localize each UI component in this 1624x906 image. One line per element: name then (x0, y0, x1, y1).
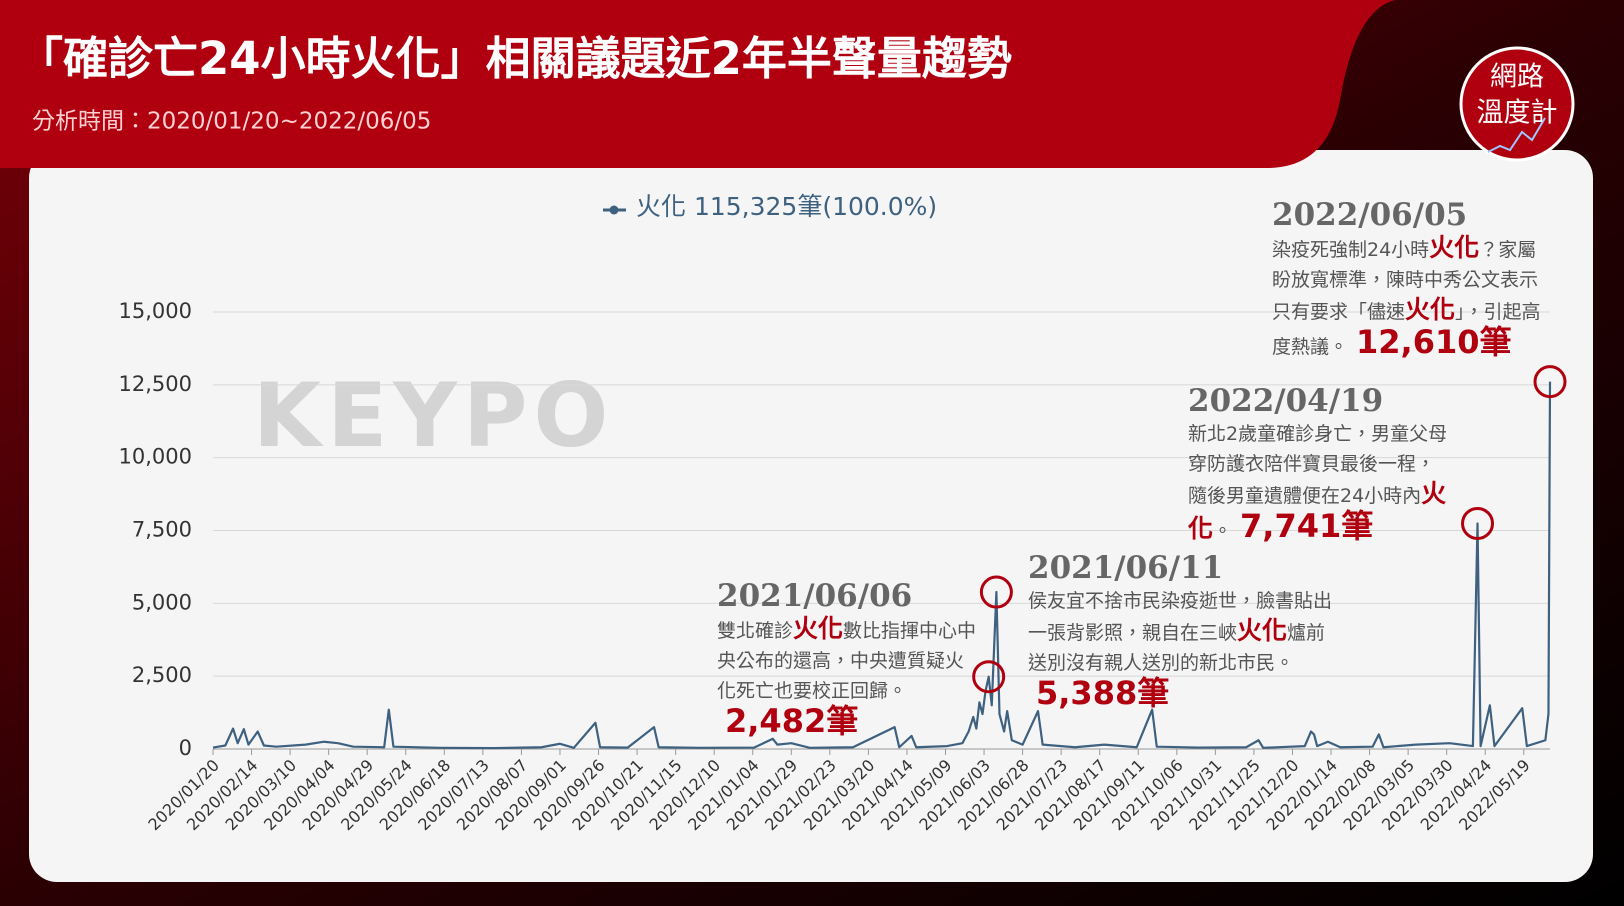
annotation-keyword: 火化 (793, 614, 844, 643)
y-tick-label: 15,000 (119, 299, 192, 323)
y-tick-label: 0 (179, 736, 192, 760)
highlight-circle (972, 660, 1006, 694)
annotation-date: 2022/04/19 (1188, 383, 1384, 419)
logo-text: 溫度計 (1477, 98, 1558, 129)
annotation-text: 數比指揮中心中央公布的還高，中央遭質疑火化死亡也要校正回歸。 (717, 620, 977, 702)
logo-wave (1487, 117, 1546, 153)
annotation-text: 爐前送別沒有親人送別的新北市民。 (1028, 622, 1326, 674)
annotation-keyword: 火化 (1237, 616, 1288, 645)
annotation-value: 7,741筆 (1240, 507, 1374, 545)
annotation-date: 2022/06/05 (1272, 197, 1468, 233)
panel (29, 150, 1593, 882)
legend-marker (609, 205, 619, 215)
logo (1459, 46, 1575, 162)
chart-subtitle: 分析時間：2020/01/20~2022/06/05 (32, 109, 431, 135)
y-tick-label: 10,000 (119, 445, 192, 469)
data-line (212, 381, 1552, 750)
annotation-date: 2021/06/11 (1028, 550, 1224, 586)
y-tick-label: 2,500 (132, 663, 192, 687)
y-tick-label: 12,500 (119, 372, 192, 396)
chart-title: 「確診亡24小時火化」相關議題近2年半聲量趨勢 (18, 32, 1012, 85)
annotation-text: 侯友宜不捨市民染疫逝世，臉書貼出一張背影照，親自在三峽 (1028, 590, 1333, 644)
annotation: 2022/06/05 染疫死強制24小時火化？家屬盼放寬標準，陳時中秀公文表示只有… (1272, 197, 1550, 362)
y-tick-label: 5,000 (132, 590, 192, 614)
annotation-text: 。 (1213, 520, 1233, 542)
annotation-text: 雙北確診 (717, 620, 794, 642)
annotation-value: 12,610筆 (1356, 323, 1512, 361)
annotation-keyword: 火化 (1429, 233, 1480, 262)
highlight-circle (1533, 365, 1567, 399)
legend-label: 火化 115,325筆(100.0%) (636, 192, 937, 221)
annotation-value: 5,388筆 (1036, 674, 1170, 712)
highlight-circle (979, 575, 1013, 609)
highlight-circle (1461, 506, 1495, 540)
annotation-text: 染疫死強制24小時 (1272, 239, 1430, 261)
annotation-keyword: 火化 (1405, 295, 1456, 324)
annotation-keyword: 火化 (1188, 479, 1447, 543)
annotation-text: ？家屬盼放寬標準，陳時中秀公文表示只有要求「儘速 (1272, 239, 1539, 323)
annotation-date: 2021/06/06 (717, 578, 913, 614)
annotation: 2021/06/11 侯友宜不捨市民染疫逝世，臉書貼出一張背影照，親自在三峽火化爐… (1028, 550, 1338, 713)
annotation-value: 2,482筆 (725, 702, 859, 740)
annotation: 2022/04/19 新北2歲童確診身亡，男童父母穿防護衣陪伴寶貝最後一程，隨後男… (1188, 383, 1453, 546)
annotation: 2021/06/06 雙北確診火化數比指揮中心中央公布的還高，中央遭質疑火化死亡也… (717, 578, 977, 741)
annotation-text: 」，引起高度熱議。 (1272, 301, 1541, 358)
y-tick-label: 7,500 (132, 518, 192, 542)
logo-text: 網路 (1490, 62, 1544, 93)
watermark: KEYPO (253, 364, 614, 467)
title-banner (0, 0, 1395, 168)
annotation-text: 新北2歲童確診身亡，男童父母穿防護衣陪伴寶貝最後一程，隨後男童遺體便在24小時內 (1188, 423, 1448, 507)
